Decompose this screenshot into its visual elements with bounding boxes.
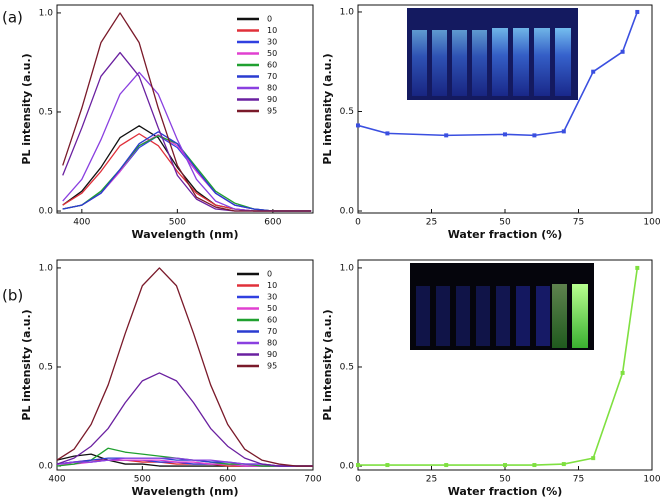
legend-label: 10 <box>267 26 277 35</box>
data-marker <box>591 69 596 74</box>
inset-photo-a <box>407 8 578 100</box>
x-tick-label: 75 <box>573 218 584 228</box>
y-tick-label: 0.0 <box>39 207 54 217</box>
legend-label: 70 <box>267 327 277 336</box>
data-line <box>62 71 312 212</box>
x-tick-label: 50 <box>499 218 511 228</box>
y-tick-label: 0.5 <box>340 107 354 117</box>
y-axis-title: PL intensity (a.u.) <box>20 53 33 164</box>
data-marker <box>444 463 449 468</box>
legend-label: 60 <box>267 316 277 325</box>
legend-label: 30 <box>267 38 277 47</box>
legend-label: 50 <box>267 49 277 58</box>
x-tick-label: 600 <box>264 218 281 228</box>
data-line <box>56 372 313 467</box>
legend-label: 90 <box>267 95 277 104</box>
data-marker <box>561 129 566 134</box>
data-marker <box>561 462 566 467</box>
legend-label: 70 <box>267 72 277 81</box>
data-line <box>56 267 313 467</box>
x-tick-label: 600 <box>219 475 236 485</box>
data-marker <box>503 132 507 137</box>
x-tick-label: 75 <box>573 475 584 485</box>
x-axis-title: Wavelength (nm) <box>132 485 239 498</box>
data-marker <box>356 463 360 468</box>
data-marker <box>385 463 390 468</box>
data-line <box>62 125 312 212</box>
data-marker <box>356 123 360 128</box>
data-marker <box>620 370 625 375</box>
data-marker <box>503 463 507 468</box>
legend-label: 60 <box>267 61 277 70</box>
data-marker <box>532 463 537 468</box>
x-tick-label: 500 <box>134 475 151 485</box>
legend-label: 50 <box>267 304 277 313</box>
y-axis-title: PL intensity (a.u.) <box>321 309 334 420</box>
x-axis-title: Wavelength (nm) <box>132 228 239 241</box>
y-tick-label: 1.0 <box>340 263 355 273</box>
data-line <box>62 131 312 212</box>
legend-label: 80 <box>267 339 277 348</box>
y-tick-label: 0.0 <box>340 462 355 472</box>
legend-label: 90 <box>267 350 277 359</box>
y-tick-label: 0.0 <box>39 462 54 472</box>
panel-label: (a) <box>2 9 23 27</box>
legend-label: 95 <box>267 107 277 116</box>
y-axis-title: PL intensity (a.u.) <box>321 53 334 164</box>
x-tick-label: 400 <box>73 218 90 228</box>
plot-frame <box>56 259 314 471</box>
x-axis-title: Water fraction (%) <box>448 485 563 498</box>
plot-frame <box>56 4 314 214</box>
legend-label: 30 <box>267 293 277 302</box>
x-tick-label: 0 <box>355 475 361 485</box>
data-marker <box>591 456 596 461</box>
x-tick-label: 500 <box>169 218 186 228</box>
x-tick-label: 100 <box>643 218 660 228</box>
data-line <box>62 12 312 212</box>
data-line <box>62 133 312 212</box>
legend-label: 0 <box>267 270 272 279</box>
x-tick-label: 100 <box>643 475 660 485</box>
data-marker <box>385 131 390 136</box>
y-tick-label: 1.0 <box>39 263 54 273</box>
panel-label: (b) <box>2 287 23 305</box>
data-marker <box>635 265 640 270</box>
legend-label: 0 <box>267 15 272 24</box>
y-tick-label: 1.0 <box>340 7 355 17</box>
y-tick-label: 0.5 <box>340 362 354 372</box>
data-marker <box>620 49 625 54</box>
x-axis-title: Water fraction (%) <box>448 228 563 241</box>
legend-label: 10 <box>267 281 277 290</box>
data-marker <box>444 133 449 138</box>
y-axis-title: PL intensity (a.u.) <box>20 309 33 420</box>
inset-photo-b <box>410 263 594 350</box>
y-tick-label: 0.0 <box>340 207 355 217</box>
data-marker <box>635 9 640 14</box>
legend-label: 95 <box>267 362 277 371</box>
x-tick-label: 50 <box>499 475 511 485</box>
x-tick-label: 400 <box>48 475 65 485</box>
y-tick-label: 0.5 <box>39 362 53 372</box>
x-tick-label: 0 <box>355 218 361 228</box>
y-tick-label: 0.5 <box>39 107 53 117</box>
data-marker <box>532 133 537 138</box>
x-tick-label: 25 <box>426 218 437 228</box>
y-tick-label: 1.0 <box>39 8 54 18</box>
x-tick-label: 700 <box>304 475 321 485</box>
legend-label: 80 <box>267 84 277 93</box>
x-tick-label: 25 <box>426 475 437 485</box>
